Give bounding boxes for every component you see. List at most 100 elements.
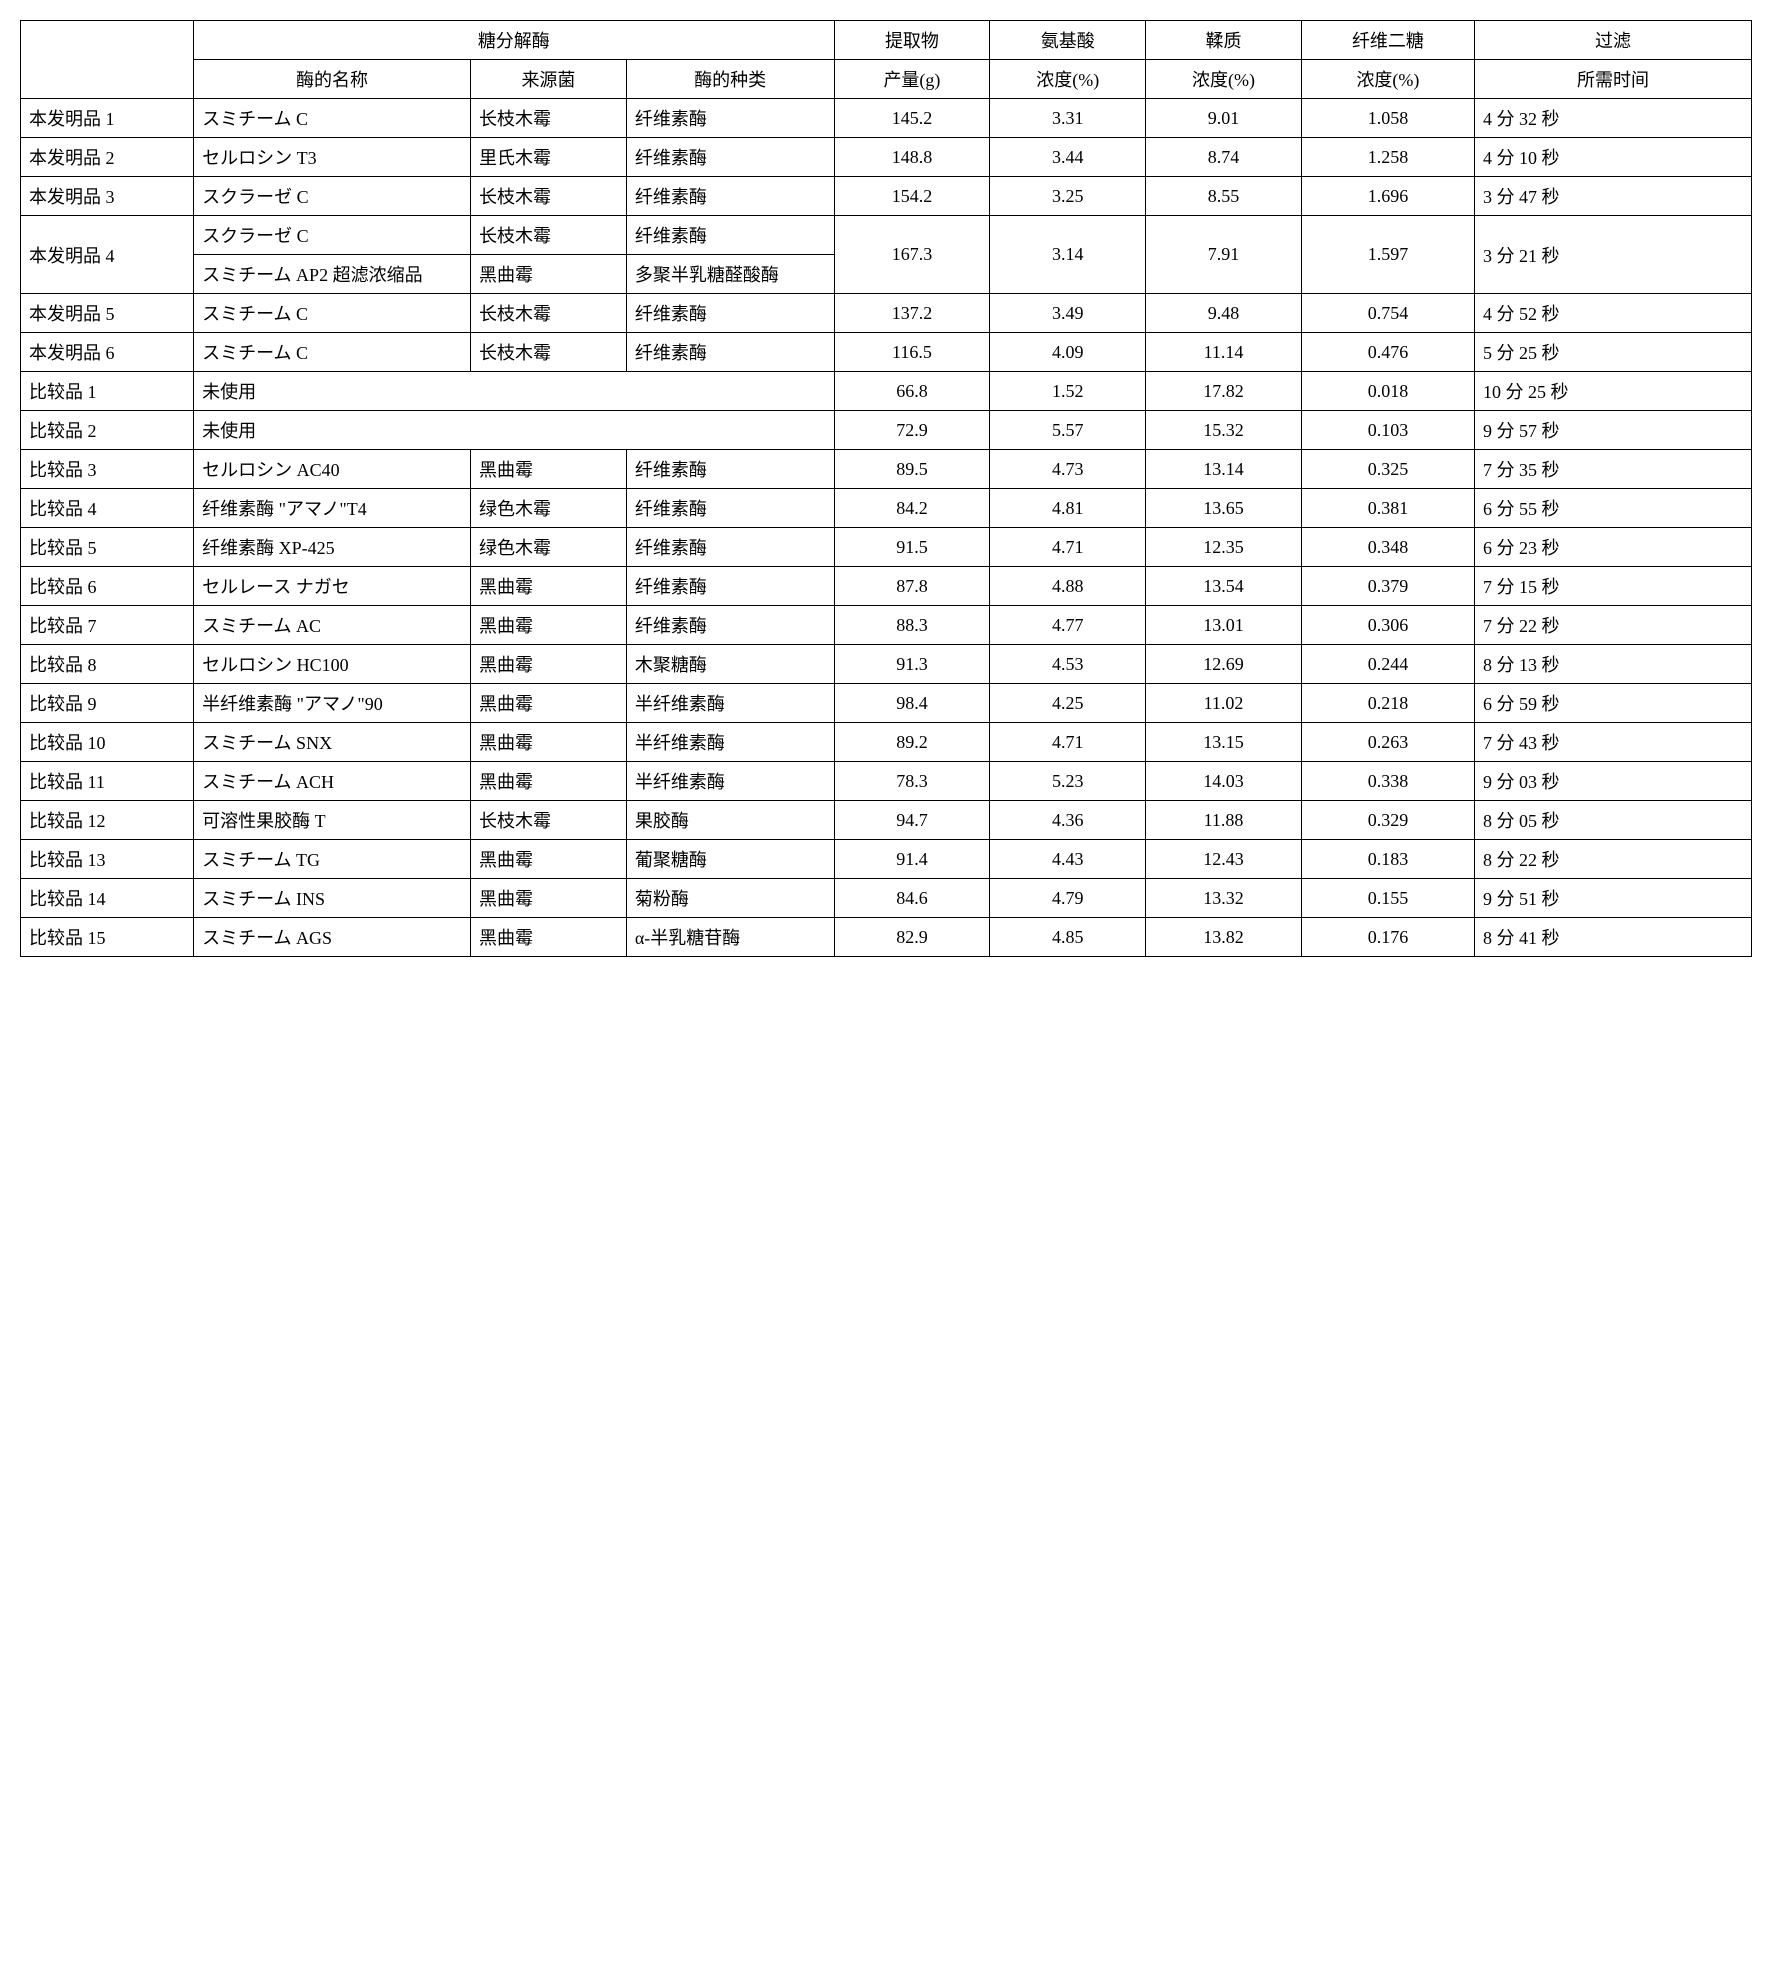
- amino-acid-value: 4.71: [990, 528, 1146, 567]
- tannin-value: 11.88: [1146, 801, 1302, 840]
- enzyme-comparison-table: 糖分解酶 提取物 氨基酸 鞣质 纤维二糖 过滤 酶的名称 来源菌 酶的种类 产量…: [20, 20, 1752, 957]
- enzyme-type: 纤维素酶: [626, 216, 834, 255]
- amino-acid-value: 4.81: [990, 489, 1146, 528]
- row-label: 本发明品 6: [21, 333, 194, 372]
- enzyme-name: セルレース ナガセ: [194, 567, 471, 606]
- cellobiose-value: 0.329: [1301, 801, 1474, 840]
- filter-time-value: 6 分 59 秒: [1474, 684, 1751, 723]
- yield-value: 72.9: [834, 411, 990, 450]
- row-label: 本发明品 5: [21, 294, 194, 333]
- tannin-value: 12.35: [1146, 528, 1302, 567]
- row-label: 本发明品 1: [21, 99, 194, 138]
- row-label: 比较品 6: [21, 567, 194, 606]
- enzyme-name: スミチーム AGS: [194, 918, 471, 957]
- amino-acid-value: 4.09: [990, 333, 1146, 372]
- amino-acid-value: 3.25: [990, 177, 1146, 216]
- table-row: 比较品 1未使用66.81.5217.820.01810 分 25 秒: [21, 372, 1752, 411]
- filter-time-value: 7 分 22 秒: [1474, 606, 1751, 645]
- cellobiose-value: 0.325: [1301, 450, 1474, 489]
- header-yield-top: 提取物: [834, 21, 990, 60]
- table-row: 本发明品 1スミチーム C长枝木霉纤维素酶145.23.319.011.0584…: [21, 99, 1752, 138]
- yield-value: 78.3: [834, 762, 990, 801]
- enzyme-type: 纤维素酶: [626, 177, 834, 216]
- tannin-value: 9.01: [1146, 99, 1302, 138]
- tannin-value: 11.02: [1146, 684, 1302, 723]
- cellobiose-value: 0.183: [1301, 840, 1474, 879]
- enzyme-name: スクラーゼ C: [194, 216, 471, 255]
- tannin-value: 11.14: [1146, 333, 1302, 372]
- yield-value: 98.4: [834, 684, 990, 723]
- yield-value: 82.9: [834, 918, 990, 957]
- row-label: 比较品 15: [21, 918, 194, 957]
- enzyme-name: スミチーム C: [194, 294, 471, 333]
- row-label: 比较品 4: [21, 489, 194, 528]
- filter-time-value: 10 分 25 秒: [1474, 372, 1751, 411]
- yield-value: 91.4: [834, 840, 990, 879]
- header-yield-unit: 产量(g): [834, 60, 990, 99]
- row-label: 比较品 5: [21, 528, 194, 567]
- table-row: 比较品 7スミチーム AC黑曲霉纤维素酶88.34.7713.010.3067 …: [21, 606, 1752, 645]
- enzyme-type: 纤维素酶: [626, 333, 834, 372]
- enzyme-source: 长枝木霉: [471, 801, 627, 840]
- enzyme-name: スミチーム AP2 超滤浓缩品: [194, 255, 471, 294]
- filter-time-value: 3 分 21 秒: [1474, 216, 1751, 294]
- filter-time-value: 4 分 32 秒: [1474, 99, 1751, 138]
- table-row: 比较品 11スミチーム ACH黑曲霉半纤维素酶78.35.2314.030.33…: [21, 762, 1752, 801]
- enzyme-name: スクラーゼ C: [194, 177, 471, 216]
- enzyme-name: スミチーム ACH: [194, 762, 471, 801]
- cellobiose-value: 1.597: [1301, 216, 1474, 294]
- header-source: 来源菌: [471, 60, 627, 99]
- enzyme-name: セルロシン HC100: [194, 645, 471, 684]
- yield-value: 148.8: [834, 138, 990, 177]
- tannin-value: 13.82: [1146, 918, 1302, 957]
- enzyme-source: 黑曲霉: [471, 840, 627, 879]
- enzyme-name: スミチーム TG: [194, 840, 471, 879]
- yield-value: 145.2: [834, 99, 990, 138]
- enzyme-type: 木聚糖酶: [626, 645, 834, 684]
- enzyme-name: スミチーム C: [194, 99, 471, 138]
- enzyme-type: 纤维素酶: [626, 528, 834, 567]
- yield-value: 154.2: [834, 177, 990, 216]
- header-enzyme-type: 酶的种类: [626, 60, 834, 99]
- enzyme-name: スミチーム C: [194, 333, 471, 372]
- yield-value: 89.5: [834, 450, 990, 489]
- yield-value: 84.6: [834, 879, 990, 918]
- yield-value: 84.2: [834, 489, 990, 528]
- tannin-value: 13.32: [1146, 879, 1302, 918]
- amino-acid-value: 4.53: [990, 645, 1146, 684]
- cellobiose-value: 0.218: [1301, 684, 1474, 723]
- enzyme-type: 纤维素酶: [626, 99, 834, 138]
- filter-time-value: 9 分 03 秒: [1474, 762, 1751, 801]
- amino-acid-value: 4.71: [990, 723, 1146, 762]
- filter-time-value: 8 分 05 秒: [1474, 801, 1751, 840]
- enzyme-type: 纤维素酶: [626, 138, 834, 177]
- cellobiose-value: 1.058: [1301, 99, 1474, 138]
- amino-acid-value: 3.14: [990, 216, 1146, 294]
- row-label: 比较品 9: [21, 684, 194, 723]
- enzyme-source: 长枝木霉: [471, 333, 627, 372]
- tannin-value: 15.32: [1146, 411, 1302, 450]
- yield-value: 116.5: [834, 333, 990, 372]
- table-row: 比较品 15スミチーム AGS黑曲霉α-半乳糖苷酶82.94.8513.820.…: [21, 918, 1752, 957]
- header-tannin-unit: 浓度(%): [1146, 60, 1302, 99]
- enzyme-source: 黑曲霉: [471, 684, 627, 723]
- header-blank: [21, 21, 194, 99]
- amino-acid-value: 4.43: [990, 840, 1146, 879]
- cellobiose-value: 0.263: [1301, 723, 1474, 762]
- enzyme-source: 黑曲霉: [471, 606, 627, 645]
- cellobiose-value: 0.381: [1301, 489, 1474, 528]
- enzyme-name: セルロシン T3: [194, 138, 471, 177]
- filter-time-value: 8 分 22 秒: [1474, 840, 1751, 879]
- tannin-value: 13.14: [1146, 450, 1302, 489]
- header-filter-unit: 所需时间: [1474, 60, 1751, 99]
- yield-value: 89.2: [834, 723, 990, 762]
- enzyme-source: 长枝木霉: [471, 216, 627, 255]
- enzyme-source: 黑曲霉: [471, 567, 627, 606]
- header-amino-unit: 浓度(%): [990, 60, 1146, 99]
- header-filter-top: 过滤: [1474, 21, 1751, 60]
- enzyme-source: 黑曲霉: [471, 723, 627, 762]
- tannin-value: 14.03: [1146, 762, 1302, 801]
- enzyme-source: 黑曲霉: [471, 918, 627, 957]
- enzyme-type: 果胶酶: [626, 801, 834, 840]
- tannin-value: 12.69: [1146, 645, 1302, 684]
